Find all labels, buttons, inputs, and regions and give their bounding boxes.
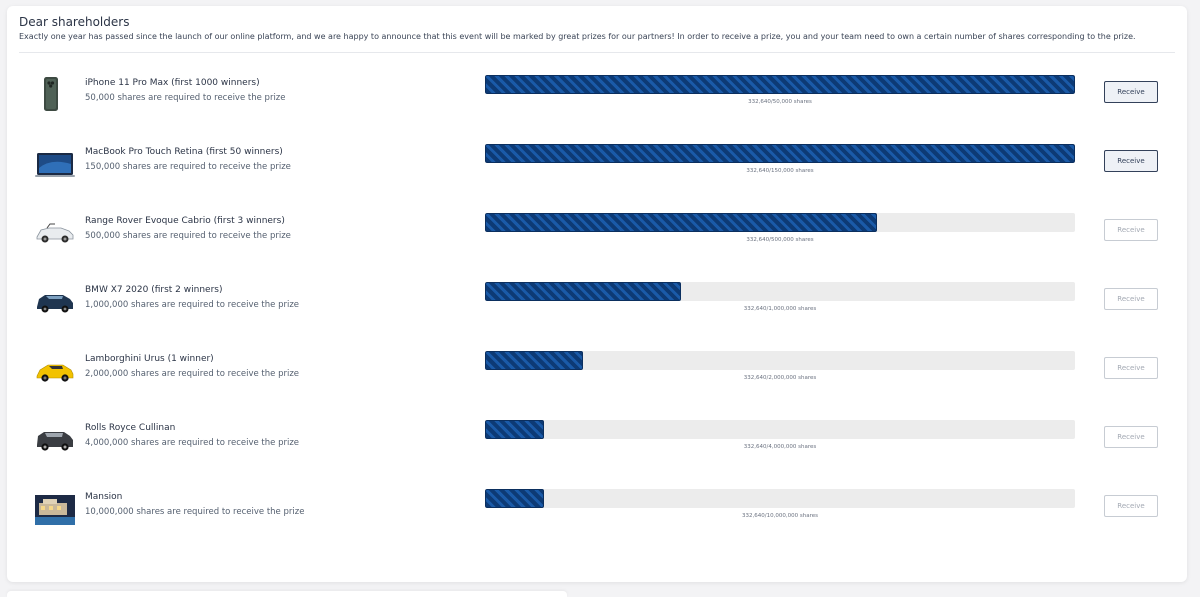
prize-row-iphone: iPhone 11 Pro Max (first 1000 winners) 5… — [7, 75, 1187, 144]
prize-requirement: 50,000 shares are required to receive th… — [85, 93, 286, 103]
progress-bar — [485, 282, 1075, 301]
progress-fill — [485, 489, 544, 508]
divider — [19, 52, 1175, 53]
prize-row-lamborghini: Lamborghini Urus (1 winner) 2,000,000 sh… — [7, 351, 1187, 420]
prize-name: iPhone 11 Pro Max (first 1000 winners) — [85, 78, 260, 88]
page-title: Dear shareholders — [19, 15, 130, 29]
receive-button[interactable]: Receive — [1104, 81, 1158, 103]
progress-label: 332,640/4,000,000 shares — [743, 444, 817, 450]
prize-requirement: 10,000,000 shares are required to receiv… — [85, 507, 305, 517]
laptop-icon — [35, 146, 75, 180]
prize-list: iPhone 11 Pro Max (first 1000 winners) 5… — [7, 6, 1187, 582]
prize-name: Range Rover Evoque Cabrio (first 3 winne… — [85, 216, 285, 226]
receive-button[interactable]: Receive — [1104, 357, 1158, 379]
receive-button[interactable]: Receive — [1104, 150, 1158, 172]
prize-name: Lamborghini Urus (1 winner) — [85, 354, 214, 364]
next-card-edge — [7, 591, 567, 597]
prize-row-macbook: MacBook Pro Touch Retina (first 50 winne… — [7, 144, 1187, 213]
progress-label: 332,640/2,000,000 shares — [743, 375, 817, 381]
progress-fill — [485, 351, 583, 370]
prize-requirement: 150,000 shares are required to receive t… — [85, 162, 291, 172]
prizes-card: Dear shareholders Exactly one year has p… — [7, 6, 1187, 582]
prize-requirement: 2,000,000 shares are required to receive… — [85, 369, 300, 379]
progress-label: 332,640/500,000 shares — [746, 237, 814, 243]
prize-row-bmw: BMW X7 2020 (first 2 winners) 1,000,000 … — [7, 282, 1187, 351]
progress-bar — [485, 351, 1075, 370]
progress-bar — [485, 420, 1075, 439]
prize-requirement: 1,000,000 shares are required to receive… — [85, 300, 300, 310]
prize-name: Rolls Royce Cullinan — [85, 423, 176, 433]
luxury-suv-icon — [35, 422, 75, 456]
progress-fill — [485, 282, 682, 301]
progress-label: 332,640/10,000,000 shares — [742, 513, 818, 519]
receive-button[interactable]: Receive — [1104, 495, 1158, 517]
prize-requirement: 4,000,000 shares are required to receive… — [85, 438, 300, 448]
intro-text: Exactly one year has passed since the la… — [19, 32, 1136, 41]
progress-fill — [485, 144, 1075, 163]
progress-bar — [485, 75, 1075, 94]
prize-row-mansion: Mansion 10,000,000 shares are required t… — [7, 489, 1187, 558]
prize-name: Mansion — [85, 492, 123, 502]
sports-suv-icon — [35, 353, 75, 387]
prize-name: MacBook Pro Touch Retina (first 50 winne… — [85, 147, 283, 157]
prize-requirement: 500,000 shares are required to receive t… — [85, 231, 291, 241]
progress-label: 332,640/1,000,000 shares — [743, 306, 817, 312]
progress-bar — [485, 489, 1075, 508]
prize-name: BMW X7 2020 (first 2 winners) — [85, 285, 223, 295]
progress-fill — [485, 213, 878, 232]
phone-icon — [35, 77, 75, 111]
receive-button[interactable]: Receive — [1104, 426, 1158, 448]
prize-row-rolls-royce: Rolls Royce Cullinan 4,000,000 shares ar… — [7, 420, 1187, 489]
progress-label: 332,640/150,000 shares — [746, 168, 814, 174]
progress-bar — [485, 144, 1075, 163]
progress-bar — [485, 213, 1075, 232]
receive-button[interactable]: Receive — [1104, 219, 1158, 241]
suv-icon — [35, 284, 75, 318]
prize-row-range-rover: Range Rover Evoque Cabrio (first 3 winne… — [7, 213, 1187, 282]
convertible-car-icon — [35, 215, 75, 249]
progress-fill — [485, 420, 544, 439]
mansion-icon — [35, 491, 75, 525]
receive-button[interactable]: Receive — [1104, 288, 1158, 310]
progress-label: 332,640/50,000 shares — [748, 99, 812, 105]
progress-fill — [485, 75, 1075, 94]
